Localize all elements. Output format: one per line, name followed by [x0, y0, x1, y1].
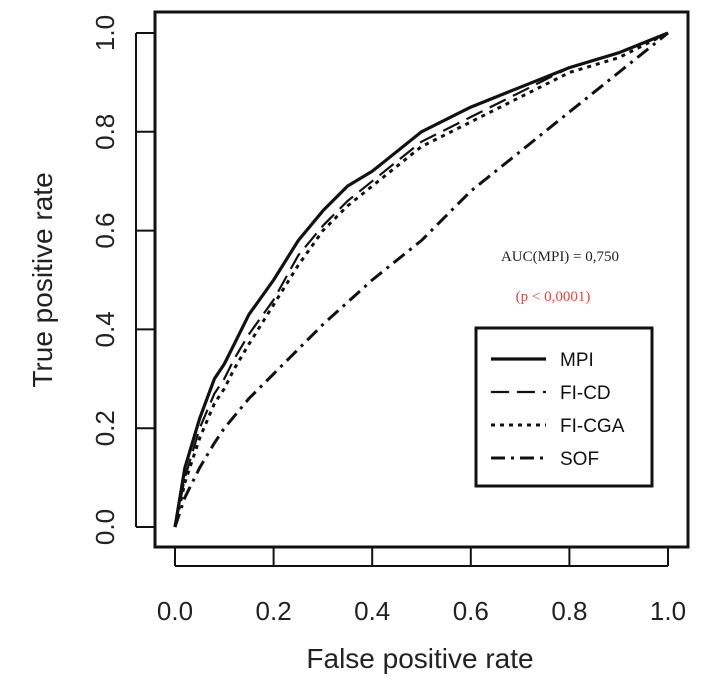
series-line-mpi [173, 31, 669, 528]
legend-label: MPI [560, 350, 594, 371]
y-axis: 0.0 0.2 0.4 0.6 0.8 1.0 [90, 15, 155, 545]
x-tick-label: 1.0 [650, 596, 686, 626]
series-group [173, 31, 669, 528]
x-axis: 0.0 0.2 0.4 0.6 0.8 1.0 [157, 547, 686, 626]
y-tick-label: 1.0 [90, 15, 120, 51]
x-tick-label: 0.8 [551, 596, 587, 626]
x-tick-label: 0.6 [453, 596, 489, 626]
y-axis-title: True positive rate [27, 172, 58, 387]
plot-frame [153, 10, 690, 549]
legend-label: SOF [560, 449, 599, 470]
y-tick-label: 0.2 [90, 410, 120, 446]
y-tick-label: 0.8 [90, 114, 120, 150]
legend-label: FI-CGA [560, 416, 625, 437]
y-tick-label: 0.6 [90, 213, 120, 249]
x-axis-title: False positive rate [306, 643, 533, 674]
legend-box [474, 326, 654, 488]
auc-annotation: AUC(MPI) = 0,750 [501, 249, 619, 265]
x-tick-label: 0.0 [157, 596, 193, 626]
legend: MPI FI-CD FI-CGA SOF [474, 326, 654, 488]
y-tick-label: 0.4 [90, 311, 120, 347]
legend-label: FI-CD [560, 383, 611, 404]
x-tick-label: 0.4 [354, 596, 390, 626]
series-line-fi-cd [173, 31, 669, 528]
legend-items: MPI FI-CD FI-CGA SOF [491, 350, 625, 470]
p-value-annotation: (p < 0,0001) [516, 289, 591, 305]
series-line-sof [173, 31, 669, 528]
x-tick-label: 0.2 [256, 596, 292, 626]
y-tick-label: 0.0 [90, 509, 120, 545]
